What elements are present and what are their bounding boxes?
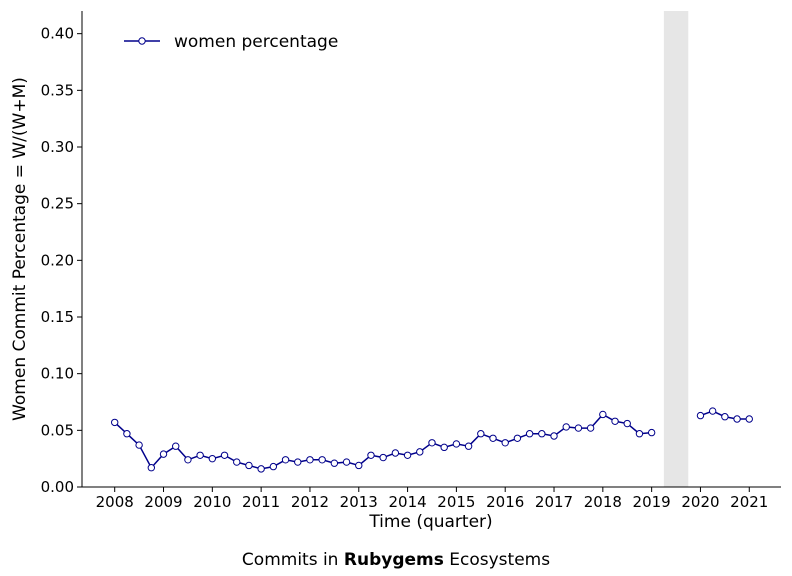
x-tick-label: 2011 [242, 493, 280, 511]
x-tick-label: 2014 [388, 493, 426, 511]
data-point [428, 439, 436, 447]
caption-ecosystem-name: Rubygems [343, 550, 444, 570]
y-axis-label: Women Commit Percentage = W/(W+M) [10, 77, 30, 421]
data-point [123, 430, 131, 438]
legend-marker [138, 37, 146, 45]
x-tick-label: 2019 [633, 493, 671, 511]
data-point [538, 430, 546, 438]
data-point [574, 424, 583, 432]
data-point [477, 430, 485, 438]
legend-label: women percentage [174, 32, 338, 52]
data-point [147, 464, 156, 472]
x-tick-label: 2018 [584, 493, 622, 511]
data-point [184, 456, 192, 464]
data-point [501, 439, 509, 447]
y-tick-label: 0.35 [41, 81, 74, 99]
data-point [367, 451, 375, 459]
shaded-region-layer [663, 11, 689, 487]
data-point [586, 424, 595, 432]
data-point [403, 451, 412, 459]
y-tick-label: 0.20 [41, 251, 74, 269]
data-point [635, 430, 644, 438]
data-point [562, 423, 570, 431]
data-point [623, 419, 631, 428]
axes: 0.00 0.05 0.10 0.15 0.20 0.25 0.30 0.35 0.40 2008… [41, 11, 781, 511]
y-tick-label: 0.05 [41, 421, 74, 439]
shaded-region [663, 11, 689, 487]
data-point [269, 462, 278, 471]
data-point [489, 434, 497, 442]
data-point [159, 450, 168, 458]
x-tick-label: 2015 [437, 493, 475, 511]
figure-caption: Commits in Rubygems Ecosystems [0, 550, 792, 570]
y-tick-label: 0.40 [41, 25, 74, 43]
data-point [452, 440, 461, 448]
y-tick-label: 0.00 [41, 478, 74, 496]
data-point [135, 441, 143, 449]
data-point [220, 451, 229, 459]
x-axis-label: Time (quarter) [368, 512, 492, 532]
data-point [379, 453, 387, 462]
x-tick-label: 2016 [486, 493, 524, 511]
y-tick-label: 0.30 [41, 138, 74, 156]
x-tick-label: 2017 [535, 493, 573, 511]
data-point [525, 430, 534, 438]
data-point [708, 407, 717, 415]
x-tick-label: 2021 [730, 493, 768, 511]
data-point [172, 442, 180, 450]
y-tick-label: 0.15 [41, 308, 74, 326]
data-point [257, 465, 265, 473]
x-tick-label: 2020 [681, 493, 719, 511]
legend: women percentage [124, 32, 338, 52]
data-point [721, 413, 729, 421]
data-point [599, 410, 607, 419]
data-point [696, 411, 705, 420]
data-point [416, 448, 424, 456]
data-point [196, 451, 204, 459]
data-point [208, 454, 217, 463]
data-point [111, 418, 119, 427]
data-point [306, 456, 314, 464]
data-point [733, 415, 741, 423]
x-tick-label: 2010 [193, 493, 231, 511]
data-point [550, 432, 558, 440]
data-point [233, 458, 241, 466]
data-point [611, 417, 619, 425]
x-tick-label: 2009 [144, 493, 182, 511]
y-tick-label: 0.10 [41, 365, 74, 383]
data-point [245, 461, 253, 470]
data-point [391, 449, 400, 457]
data-point [330, 459, 339, 467]
data-point [294, 458, 302, 466]
data-point [513, 434, 522, 442]
caption-suffix: Ecosystems [443, 550, 551, 570]
data-point [647, 428, 656, 437]
data-point [440, 443, 448, 452]
caption-prefix: Commits in [241, 550, 344, 570]
x-tick-label: 2008 [96, 493, 134, 511]
series-layer [111, 407, 753, 473]
y-tick-label: 0.25 [41, 195, 74, 213]
data-point [745, 415, 753, 423]
x-tick-label: 2013 [340, 493, 378, 511]
data-point [464, 442, 473, 450]
x-tick-label: 2012 [291, 493, 329, 511]
data-point [281, 456, 290, 464]
data-point [355, 461, 363, 470]
data-point [318, 456, 326, 464]
data-point [342, 458, 351, 466]
